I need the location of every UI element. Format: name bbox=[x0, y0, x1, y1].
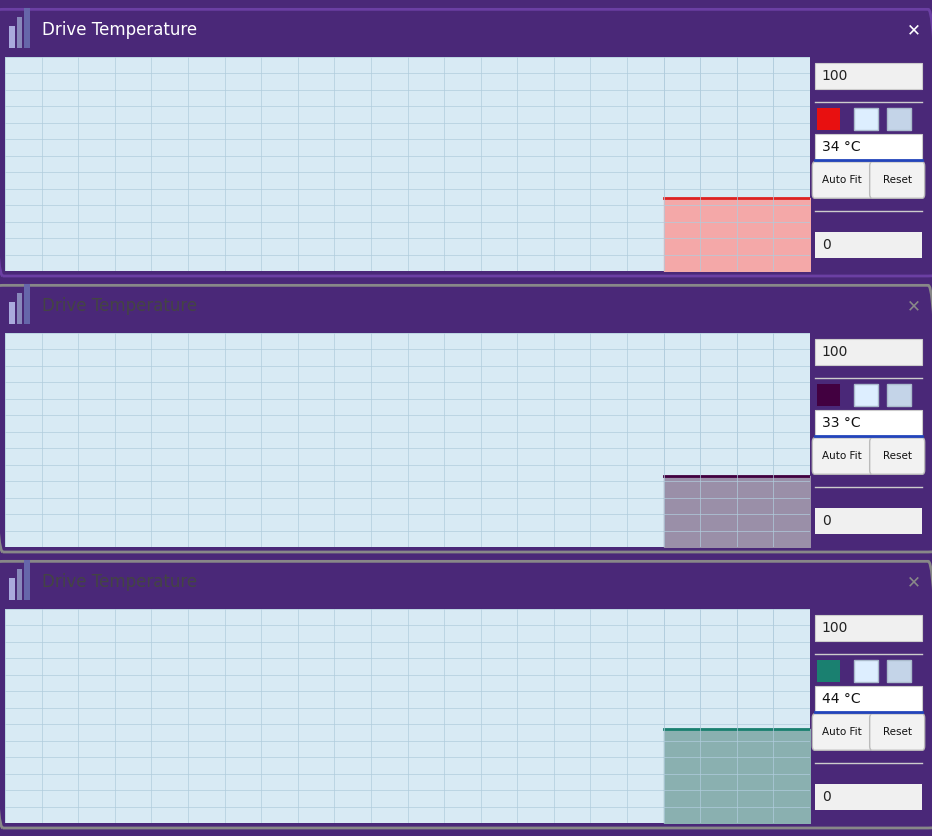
FancyBboxPatch shape bbox=[870, 714, 925, 750]
Text: Reset: Reset bbox=[883, 727, 911, 737]
Text: 0: 0 bbox=[822, 238, 830, 252]
Bar bbox=[9, 302, 15, 324]
Text: 100: 100 bbox=[822, 621, 848, 635]
FancyBboxPatch shape bbox=[870, 162, 925, 198]
Bar bbox=[815, 64, 923, 89]
Text: Reset: Reset bbox=[883, 451, 911, 461]
Text: Reset: Reset bbox=[883, 175, 911, 185]
Bar bbox=[24, 560, 30, 599]
Bar bbox=[815, 134, 923, 160]
Bar bbox=[817, 660, 841, 682]
Bar bbox=[855, 109, 878, 130]
Text: Drive Temperature: Drive Temperature bbox=[42, 297, 197, 315]
Bar bbox=[815, 686, 923, 711]
Text: 0: 0 bbox=[822, 790, 830, 804]
Bar bbox=[9, 26, 15, 48]
Text: 100: 100 bbox=[822, 345, 848, 359]
Text: Auto Fit: Auto Fit bbox=[822, 451, 862, 461]
Bar bbox=[815, 232, 923, 258]
Bar bbox=[24, 284, 30, 324]
Text: Auto Fit: Auto Fit bbox=[822, 175, 862, 185]
Bar bbox=[887, 385, 911, 405]
FancyBboxPatch shape bbox=[870, 438, 925, 474]
Text: 44 °C: 44 °C bbox=[822, 692, 860, 706]
FancyBboxPatch shape bbox=[813, 438, 872, 474]
Bar bbox=[17, 293, 22, 324]
Bar bbox=[855, 660, 878, 682]
Bar bbox=[887, 660, 911, 682]
Bar bbox=[24, 8, 30, 48]
Bar bbox=[815, 508, 923, 534]
Bar bbox=[887, 109, 911, 130]
Bar bbox=[815, 784, 923, 810]
Text: ✕: ✕ bbox=[907, 297, 921, 315]
FancyBboxPatch shape bbox=[813, 714, 872, 750]
Text: 34 °C: 34 °C bbox=[822, 140, 860, 154]
Bar bbox=[855, 385, 878, 405]
Text: Drive Temperature: Drive Temperature bbox=[42, 573, 197, 591]
Bar bbox=[817, 109, 841, 130]
Text: Auto Fit: Auto Fit bbox=[822, 727, 862, 737]
Text: 33 °C: 33 °C bbox=[822, 415, 860, 430]
Text: 100: 100 bbox=[822, 69, 848, 84]
Bar bbox=[815, 615, 923, 641]
Text: ✕: ✕ bbox=[907, 573, 921, 591]
Bar bbox=[9, 578, 15, 599]
Bar bbox=[815, 410, 923, 436]
Text: ✕: ✕ bbox=[907, 21, 921, 39]
Bar bbox=[815, 339, 923, 365]
FancyBboxPatch shape bbox=[813, 162, 872, 198]
Text: 0: 0 bbox=[822, 514, 830, 528]
Bar bbox=[17, 568, 22, 599]
Bar bbox=[17, 17, 22, 48]
Bar bbox=[817, 385, 841, 405]
Text: Drive Temperature: Drive Temperature bbox=[42, 21, 197, 39]
